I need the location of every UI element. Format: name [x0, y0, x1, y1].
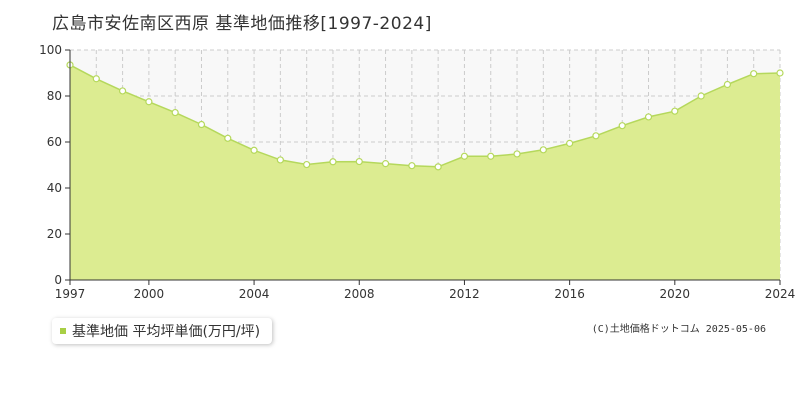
- x-tick-label: 2012: [449, 287, 480, 301]
- data-point: [381, 160, 390, 168]
- data-point: [776, 69, 784, 77]
- area-fill: [70, 64, 780, 281]
- data-point: [250, 146, 258, 154]
- data-point: [118, 87, 127, 95]
- data-point: [355, 157, 363, 166]
- data-point: [618, 122, 626, 130]
- x-tick-label: 2024: [765, 287, 796, 301]
- y-tick-label: 80: [47, 89, 62, 103]
- data-point: [329, 158, 337, 166]
- data-point: [644, 113, 653, 121]
- data-point: [539, 146, 547, 154]
- data-point: [460, 152, 469, 160]
- x-tick-label: 2000: [134, 287, 165, 301]
- series-line: [69, 64, 781, 168]
- data-point: [723, 80, 732, 89]
- y-tick-label: 100: [39, 43, 62, 57]
- data-point: [592, 132, 600, 140]
- data-point: [276, 156, 284, 164]
- data-point: [224, 134, 232, 142]
- data-point: [750, 70, 758, 78]
- x-tick-label: 2016: [554, 287, 585, 301]
- data-point: [408, 162, 416, 170]
- x-tick-label: 1997: [55, 287, 86, 301]
- y-tick-label: 20: [47, 227, 62, 241]
- data-point: [92, 75, 100, 83]
- legend-label: 基準地価 平均坪単価(万円/坪): [72, 324, 261, 340]
- data-point: [171, 108, 179, 117]
- data-point: [697, 92, 705, 100]
- data-point: [197, 120, 206, 129]
- y-tick-label: 60: [47, 135, 62, 149]
- data-point: [487, 152, 495, 160]
- chart-title: 広島市安佐南区西原 基準地価推移[1997-2024]: [52, 14, 432, 34]
- data-point: [145, 98, 153, 106]
- axes: [65, 49, 781, 285]
- legend: 基準地価 平均坪単価(万円/坪): [52, 318, 273, 344]
- y-tick-label: 0: [54, 273, 62, 287]
- x-tick-label: 2008: [344, 287, 375, 301]
- data-point: [671, 107, 679, 115]
- data-point: [434, 163, 442, 171]
- tick-labels: 0 20 40 60 80 100 1997 2000 2004 2008 2012 2016 2020…: [39, 43, 795, 301]
- x-tick-label: 2020: [660, 287, 691, 301]
- data-point: [513, 150, 521, 158]
- copyright: (C)土地価格ドットコム 2025-05-06: [591, 324, 766, 335]
- legend-swatch: [60, 328, 66, 334]
- data-point: [303, 160, 311, 169]
- data-point: [566, 139, 574, 147]
- y-tick-label: 40: [47, 181, 62, 195]
- x-tick-label: 2004: [239, 287, 270, 301]
